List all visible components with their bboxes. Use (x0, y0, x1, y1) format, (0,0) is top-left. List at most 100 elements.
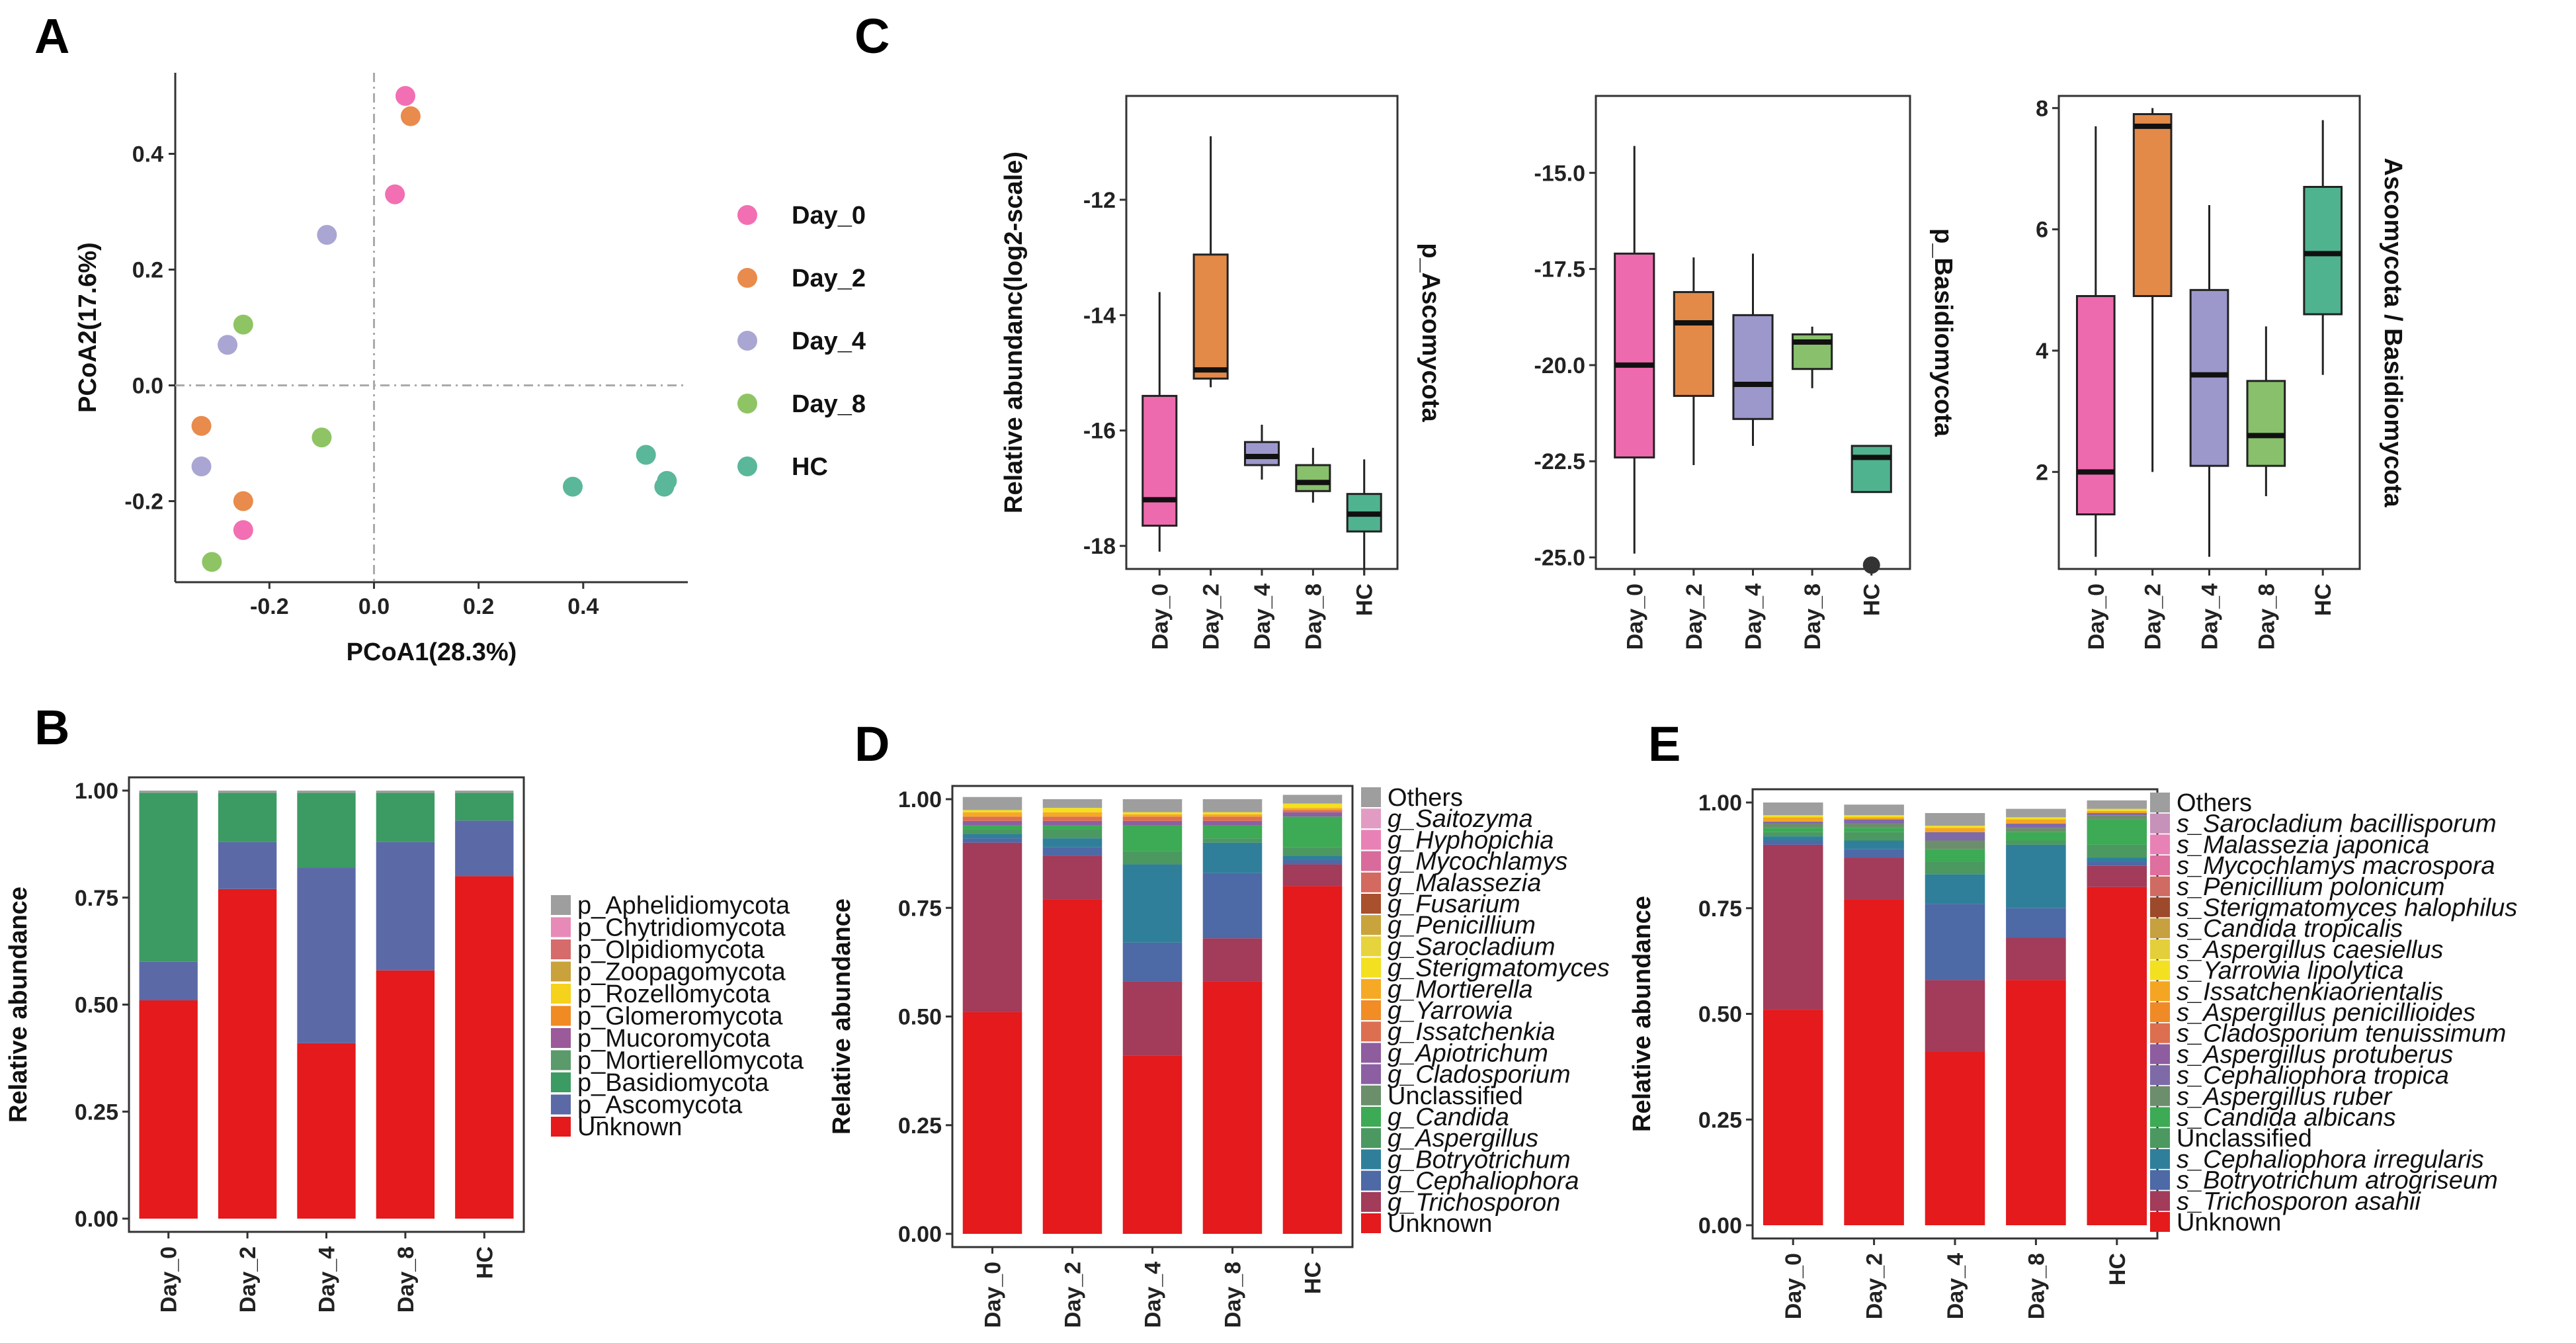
bar-segment (2087, 808, 2147, 811)
bar-segment (1925, 904, 1985, 980)
bar-segment (1763, 821, 1823, 824)
box-day_0 (1614, 252, 1655, 458)
y-tick-label: 0.50 (1698, 1002, 1742, 1027)
legend-swatch (1361, 1170, 1381, 1191)
bar-segment (1042, 829, 1102, 839)
x-tick-label: Day_2 (1862, 1253, 1888, 1319)
legend-swatch (1361, 1128, 1381, 1148)
bar-segment (1282, 864, 1343, 887)
y-tick-label: -12 (1083, 188, 1116, 213)
data-point-hc (636, 445, 656, 465)
bar-segment (2087, 819, 2147, 845)
x-tick-label: HC (1860, 584, 1885, 616)
bar-segment (1844, 832, 1904, 841)
legend-label: s_Sterigmatomyces halophilus (2177, 894, 2517, 922)
legend-label: p_Basidiomycota (577, 1069, 769, 1097)
bar-segment (1844, 819, 1904, 824)
bar-segment (1042, 808, 1102, 812)
bar-segment (1122, 820, 1183, 826)
bar-segment (1925, 812, 1985, 826)
legend-label: s_Aspergillus ruber (2177, 1083, 2393, 1111)
bar-segment (1282, 855, 1343, 860)
bar-segment (139, 961, 198, 1001)
data-point-day_2 (233, 491, 253, 511)
bar-segment (1925, 874, 1985, 904)
bar-segment (297, 791, 356, 793)
right-axis-title: Ascomycota / Basidiomycota (2379, 158, 2407, 508)
legend-swatch-hc (737, 456, 757, 476)
x-tick-label: Day_4 (1943, 1253, 1968, 1319)
bar-segment (2006, 908, 2066, 938)
legend-swatch (1361, 1064, 1381, 1084)
x-tick-label: Day_0 (2084, 584, 2109, 650)
right-axis-title: p_Ascomycota (1417, 243, 1444, 422)
legend-swatch (551, 917, 571, 937)
x-tick-label: Day_8 (1301, 584, 1326, 650)
bar-segment (2006, 823, 2066, 828)
bar-segment (1202, 981, 1263, 1234)
legend-swatch (551, 1050, 571, 1070)
y-tick-label: -20.0 (1534, 353, 1586, 378)
legend-label: Others (2177, 789, 2252, 817)
x-tick-label: Day_8 (1221, 1262, 1246, 1328)
bar-segment (1844, 849, 1904, 858)
y-tick-label: 0.00 (898, 1222, 942, 1247)
x-tick-label: 0.4 (567, 594, 599, 619)
y-axis-title: Relative abundance (5, 887, 32, 1123)
legend-label: g_Trichosporon (1388, 1189, 1560, 1217)
bar-segment (1844, 815, 1904, 818)
bar-segment (455, 820, 514, 877)
right-axis-title: p_Basidiomycota (1929, 228, 1957, 437)
legend-label: g_Aspergillus (1388, 1125, 1538, 1152)
legend-swatch (2150, 1086, 2170, 1106)
bar-segment (1202, 816, 1263, 821)
legend-swatch (1361, 978, 1381, 999)
y-tick-label: 0.2 (132, 258, 163, 283)
legend-swatch (2150, 897, 2170, 918)
box-day_0 (2075, 295, 2116, 515)
bar-segment (2087, 857, 2147, 862)
bar-segment (1763, 802, 1823, 816)
bar-segment (2006, 817, 2066, 820)
x-tick-label: Day_0 (1781, 1253, 1806, 1319)
legend-swatch (2150, 1023, 2170, 1043)
legend-swatch (2150, 793, 2170, 812)
legend-swatch (1361, 1085, 1381, 1105)
data-point-day_2 (400, 106, 421, 126)
y-tick-label: 0.00 (1698, 1213, 1742, 1238)
x-tick-label: Day_4 (1741, 584, 1766, 650)
bar-segment (1925, 840, 1985, 849)
y-tick-label: 0.25 (75, 1100, 118, 1125)
y-tick-label: 0.50 (898, 1005, 942, 1030)
legend-label: Unknown (577, 1113, 682, 1141)
legend-swatch (2150, 1212, 2170, 1232)
x-tick-label: 0.0 (358, 594, 390, 619)
x-tick-label: Day_8 (2024, 1253, 2049, 1319)
legend-swatch (551, 1072, 571, 1092)
legend-swatch (1361, 808, 1381, 829)
bar-segment (1282, 812, 1343, 817)
y-tick-label: -17.5 (1534, 257, 1586, 282)
panel-label-b: B (34, 700, 69, 755)
legend-label: p_Glomeromycota (577, 1003, 783, 1031)
y-tick-label: 1.00 (1698, 791, 1742, 816)
y-axis-title: Relative abundance (828, 898, 856, 1135)
y-tick-label: 0.75 (1698, 896, 1742, 922)
box-day_2 (1673, 290, 1714, 397)
legend-label: g_Penicillium (1388, 912, 1536, 939)
legend-swatch (2150, 855, 2170, 876)
bar-segment (2006, 819, 2066, 824)
legend-label: p_Ascomycota (577, 1092, 743, 1119)
bar-segment (1122, 812, 1183, 814)
x-tick-label: Day_4 (2198, 584, 2223, 650)
pcoa-scatter-plot: -0.2 0.0 0.2 0.4 0.4 0.2 0.0 -0.2 PCoA1(28.3%) PC… (74, 73, 866, 666)
legend-swatch-day_2 (737, 268, 757, 288)
legend-swatch (551, 1117, 571, 1137)
legend-label: Others (1388, 784, 1463, 812)
bar-segment (218, 888, 277, 1219)
panel-label-e: E (1648, 716, 1681, 771)
bar-segment (1282, 816, 1343, 847)
x-tick-label: Day_2 (2141, 584, 2166, 650)
legend-label: g_Sarocladium (1388, 933, 1555, 961)
ascomycota-box-plot: -12 -14 -16 -18 Day_0 Day_2 Day_4 Day_8 HC p_Asco… (1000, 95, 1444, 650)
